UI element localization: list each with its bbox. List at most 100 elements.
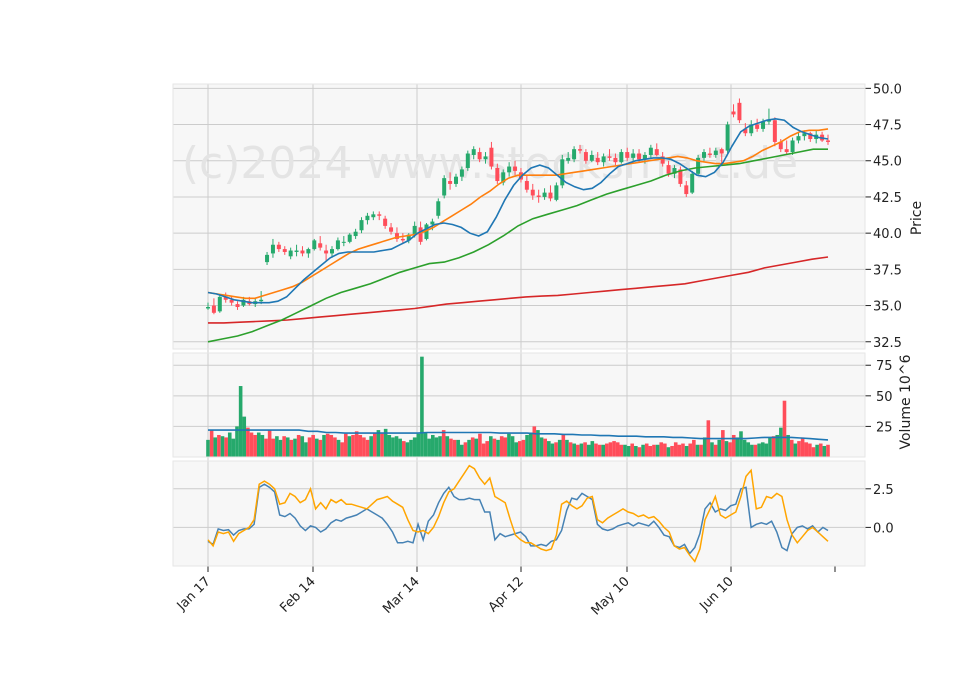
volume-bar [314,438,319,457]
candle-body [625,152,630,158]
volume-bar [507,433,511,457]
volume-bar [427,438,431,457]
candle-body [530,189,535,196]
volume-bar [670,445,674,457]
volume-bar [260,434,265,457]
candle-body [548,192,553,199]
volume-bar [648,445,653,457]
candle-body [696,157,701,174]
volume-bar [340,442,344,457]
price-tick-label: 37.5 [873,263,902,278]
price-tick-label: 47.5 [873,119,902,134]
candle-body [288,250,293,257]
volume-tick-label: 50 [876,390,893,405]
volume-bar [721,430,725,457]
volume-bar [289,439,294,457]
candle-body [631,153,636,158]
candle-body [270,244,275,254]
candle-body [589,154,594,161]
panel-border [172,352,866,458]
volume-bar [525,434,529,457]
volume-bar [652,444,656,457]
candle-body [808,133,813,140]
volume-bar [634,445,638,457]
volume-bar [594,443,598,457]
candle-body [660,156,665,164]
volume-bar [724,441,729,457]
volume-bar [420,356,424,457]
price-axis-title: Price [909,201,925,235]
volume-bar [713,444,718,457]
volume-bar [663,443,667,457]
volume-bar [641,444,645,457]
volume-bar [365,439,370,457]
volume-bar [746,442,751,457]
candle-body [383,218,388,226]
volume-bar [278,439,283,457]
volume-bar [438,436,442,457]
x-tick-label: May 10 [589,574,633,618]
volume-bar [764,443,769,457]
volume-bar [782,400,787,457]
volume-bar [695,444,700,457]
candle-body [436,201,441,216]
candle-body [725,124,730,151]
volume-bar [605,443,609,457]
volume-bar [659,442,664,457]
candle-body [654,149,659,155]
volume-bar [227,432,232,457]
volume-bar [372,432,377,457]
volume-bar [818,443,823,457]
volume-bar [470,437,475,457]
candle-body [347,234,352,242]
volume-bar [601,444,606,457]
volume-bar [293,438,297,457]
ma-long-line [207,148,828,343]
volume-bar [750,444,754,457]
volume-bar [518,441,522,457]
volume-bar [267,430,272,457]
x-tick-label: Apr 12 [486,574,527,615]
candle-body [749,124,754,134]
volume-bar [271,438,276,457]
candle-body [477,152,482,160]
volume-bar [550,443,555,457]
candle-body [778,141,783,150]
candle-body [595,157,600,163]
candle-body [702,152,706,158]
volume-bar [264,438,268,457]
candle-body [495,167,500,182]
volume-bar [539,437,544,457]
volume-bar [376,430,381,457]
volume-bar [351,434,355,457]
candle-body [619,152,624,163]
candle-body [731,111,736,115]
volume-bar [387,434,392,457]
panel-border [172,460,866,567]
candle-body [684,185,689,195]
candle-body [371,214,376,218]
price-tick-label: 50.0 [873,82,902,97]
volume-bar [336,439,341,457]
volume-bar [826,444,830,457]
volume-bar [322,434,326,457]
volume-bar [441,430,446,457]
candle-body [542,192,547,197]
volume-bar [735,437,740,457]
candle-body [755,124,760,129]
candle-body [536,195,541,197]
candle-body [719,149,724,154]
volume-bar [503,437,508,457]
ma-mid-line [207,128,829,300]
candle-body [642,154,647,160]
volume-bar [768,437,772,457]
volume-bar [586,444,591,457]
volume-bar [561,434,566,457]
volume-bar [717,439,722,457]
candle-body [607,156,612,158]
candle-body [412,225,417,235]
candle-body [335,240,340,250]
volume-bar [510,436,515,457]
candle-body [300,250,305,254]
volume-bar [547,441,551,457]
